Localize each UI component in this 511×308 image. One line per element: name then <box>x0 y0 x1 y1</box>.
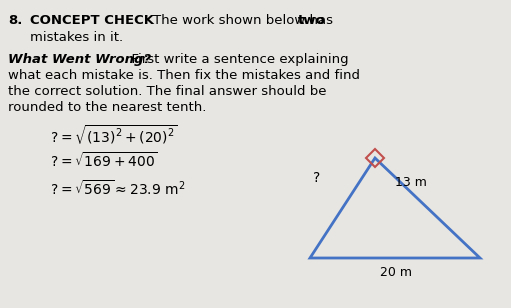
Text: rounded to the nearest tenth.: rounded to the nearest tenth. <box>8 101 206 114</box>
Text: $? = \sqrt{169 + 400}$: $? = \sqrt{169 + 400}$ <box>50 151 158 170</box>
Text: First write a sentence explaining: First write a sentence explaining <box>123 53 349 66</box>
Text: ?: ? <box>313 171 320 185</box>
Text: The work shown below has: The work shown below has <box>153 14 337 27</box>
Text: 13 m: 13 m <box>395 176 427 189</box>
Text: What Went Wrong?: What Went Wrong? <box>8 53 151 66</box>
Text: 20 m: 20 m <box>380 266 412 279</box>
Text: $? = \sqrt{569} \approx 23.9\ \mathrm{m}^2$: $? = \sqrt{569} \approx 23.9\ \mathrm{m}… <box>50 179 185 198</box>
Text: CONCEPT CHECK: CONCEPT CHECK <box>30 14 154 27</box>
Text: 8.: 8. <box>8 14 22 27</box>
Text: two: two <box>298 14 326 27</box>
Text: what each mistake is. Then fix the mistakes and find: what each mistake is. Then fix the mista… <box>8 69 360 82</box>
Text: the correct solution. The final answer should be: the correct solution. The final answer s… <box>8 85 327 98</box>
Text: mistakes in it.: mistakes in it. <box>30 31 123 44</box>
Text: $? = \sqrt{(13)^2 + (20)^2}$: $? = \sqrt{(13)^2 + (20)^2}$ <box>50 123 178 147</box>
